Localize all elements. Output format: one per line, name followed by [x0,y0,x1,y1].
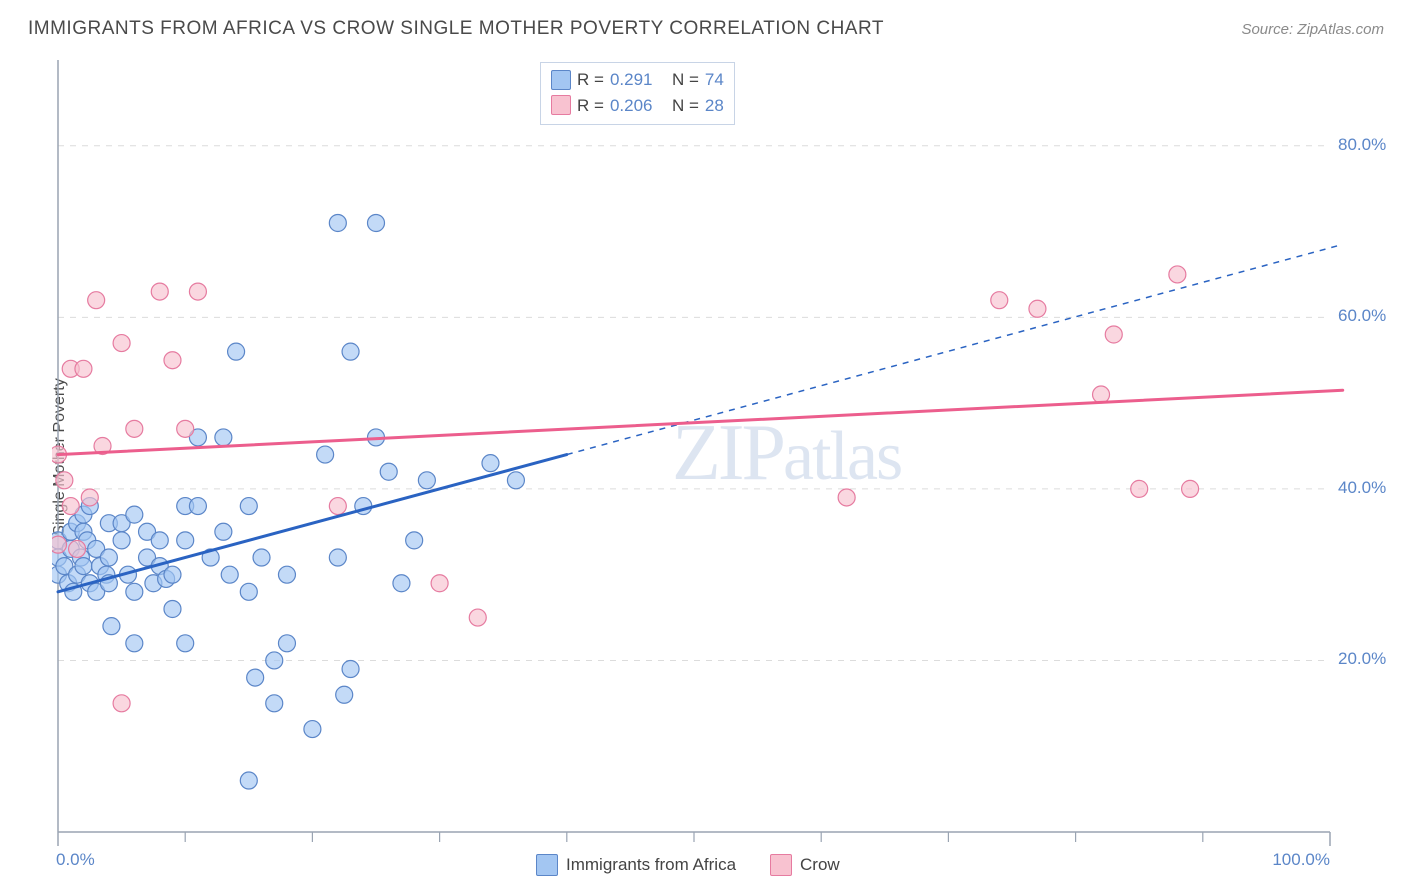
series-legend-item: Immigrants from Africa [536,854,736,876]
y-tick-label: 40.0% [1338,478,1386,498]
legend-r-label: R = [577,93,604,119]
x-tick-label: 0.0% [56,850,95,870]
y-tick-label: 20.0% [1338,649,1386,669]
legend-correlation-row: R =0.206N =28 [551,93,724,119]
y-tick-label: 80.0% [1338,135,1386,155]
chart-title: IMMIGRANTS FROM AFRICA VS CROW SINGLE MO… [28,18,884,40]
legend-n-value: 28 [705,93,724,119]
legend-swatch-icon [536,854,558,876]
legend-swatch-icon [770,854,792,876]
y-tick-label: 60.0% [1338,306,1386,326]
header-bar: IMMIGRANTS FROM AFRICA VS CROW SINGLE MO… [0,18,1406,40]
legend-swatch-icon [551,70,571,90]
legend-correlation-row: R =0.291N =74 [551,67,724,93]
scatter-plot-svg [52,58,1382,868]
legend-n-label: N = [672,93,699,119]
correlation-legend-box: R =0.291N =74R =0.206N =28 [540,62,735,125]
legend-swatch-icon [551,95,571,115]
legend-n-value: 74 [705,67,724,93]
legend-n-label: N = [672,67,699,93]
source-attribution: Source: ZipAtlas.com [1241,21,1384,38]
legend-r-value: 0.206 [610,93,666,119]
legend-r-label: R = [577,67,604,93]
legend-label: Immigrants from Africa [566,855,736,875]
series-legend-item: Crow [770,854,840,876]
legend-label: Crow [800,855,840,875]
chart-container: Single Mother Poverty ZIPatlas 20.0%40.0… [52,58,1382,838]
x-tick-label: 100.0% [1272,850,1330,870]
legend-r-value: 0.291 [610,67,666,93]
